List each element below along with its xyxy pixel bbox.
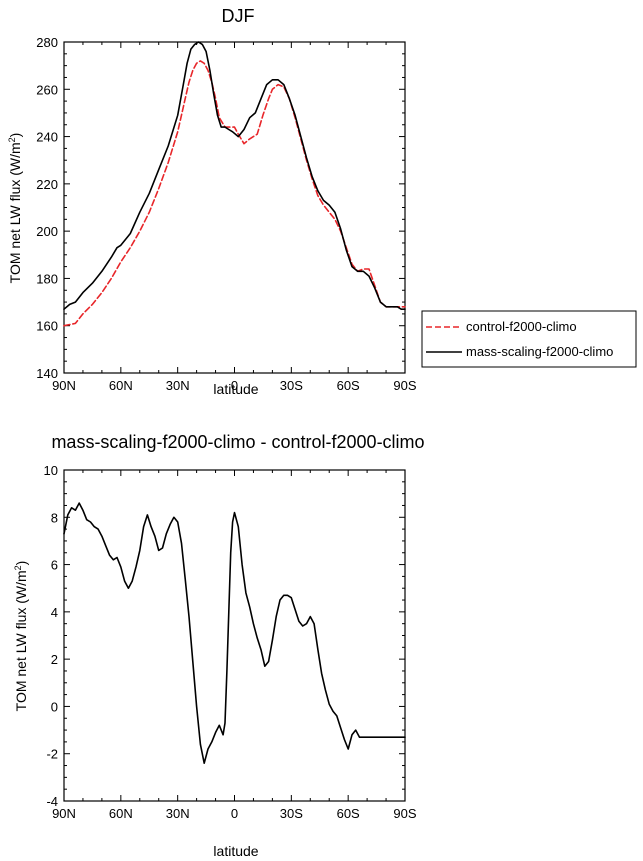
top-y-tick-label: 160 [36, 319, 58, 334]
bottom-chart-title: mass-scaling-f2000-climo - control-f2000… [51, 432, 424, 452]
top-x-tick-label: 0 [231, 378, 238, 393]
top-y-tick-label: 180 [36, 271, 58, 286]
top-x-tick-label: 60S [337, 378, 360, 393]
bottom-series-line-0 [63, 502, 406, 765]
top-x-tick-label: 90N [52, 378, 76, 393]
top-chart-title: DJF [222, 6, 255, 26]
top-x-tick-label: 30N [166, 378, 190, 393]
top-x-tick-label: 60N [109, 378, 133, 393]
legend-label-mass-scaling: mass-scaling-f2000-climo [466, 344, 613, 359]
top-series-group [63, 41, 406, 327]
bottom-x-tick-label: 90N [52, 806, 76, 821]
bottom-x-tick-label: 90S [393, 806, 416, 821]
top-panel: DJF 90N 60N 30N 0 30S 60S 90S 140 160 180 200 220 24… [7, 6, 417, 397]
bottom-x-axis-label: latitude [213, 843, 258, 859]
bottom-x-tick-label: 0 [231, 806, 238, 821]
bottom-x-tick-label: 30N [166, 806, 190, 821]
top-y-tick-label: 260 [36, 82, 58, 97]
top-plot-frame [63, 41, 406, 374]
legend: control-f2000-climo mass-scaling-f2000-c… [421, 310, 637, 368]
bottom-y-tick-label: 2 [51, 652, 58, 667]
bottom-x-tick-label: 60N [109, 806, 133, 821]
bottom-y-tick-label: 6 [51, 558, 58, 573]
top-axis-ticks: 90N 60N 30N 0 30S 60S 90S 140 160 180 200 220 240 260… [36, 35, 417, 393]
bottom-x-tick-label: 60S [337, 806, 360, 821]
bottom-series-group [63, 502, 406, 765]
bottom-plot-frame [63, 469, 406, 802]
legend-label-control: control-f2000-climo [466, 319, 577, 334]
bottom-y-tick-label: 8 [51, 510, 58, 525]
top-y-tick-label: 220 [36, 177, 58, 192]
legend-box [421, 310, 637, 368]
top-y-tick-label: 140 [36, 366, 58, 381]
bottom-panel: mass-scaling-f2000-climo - control-f2000… [13, 432, 425, 859]
top-x-tick-label: 30S [280, 378, 303, 393]
bottom-y-tick-label: -2 [46, 747, 58, 762]
top-y-tick-label: 280 [36, 35, 58, 50]
bottom-y-axis-label: TOM net LW flux (W/m2) [13, 561, 29, 712]
top-x-axis-label: latitude [213, 381, 258, 397]
top-series-line-1 [63, 41, 406, 311]
top-y-tick-label: 240 [36, 130, 58, 145]
bottom-y-tick-label: 0 [51, 699, 58, 714]
bottom-y-tick-label: 4 [51, 605, 58, 620]
bottom-x-tick-label: 30S [280, 806, 303, 821]
top-y-tick-label: 200 [36, 224, 58, 239]
top-series-line-0 [63, 60, 406, 327]
bottom-y-tick-label: -4 [46, 794, 58, 809]
top-y-axis-label: TOM net LW flux (W/m2) [7, 133, 23, 284]
bottom-y-tick-label: 10 [44, 463, 58, 478]
top-x-tick-label: 90S [393, 378, 416, 393]
bottom-axis-ticks: 90N 60N 30N 0 30S 60S 90S -4 -2 0 2 4 6 8 10 [44, 463, 417, 821]
